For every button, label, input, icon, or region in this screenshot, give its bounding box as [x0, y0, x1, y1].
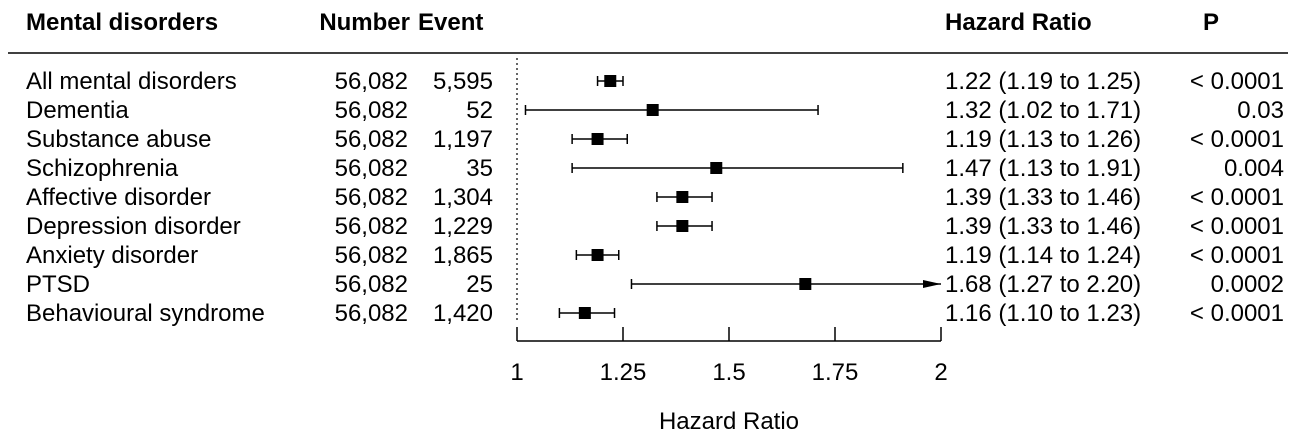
row-event: 1,197	[433, 126, 493, 153]
hazard-ratio-point	[646, 104, 659, 116]
row-number: 56,082	[335, 300, 408, 327]
row-hazard-ratio-ci: 1.16 (1.10 to 1.23)	[945, 300, 1141, 327]
row-number: 56,082	[335, 213, 408, 240]
x-tick-label: 1	[510, 359, 523, 386]
row-hazard-ratio-ci: 1.39 (1.33 to 1.46)	[945, 184, 1141, 211]
row-number: 56,082	[335, 126, 408, 153]
row-p-value: < 0.0001	[1190, 184, 1284, 211]
row-label: Depression disorder	[26, 213, 241, 240]
row-label: Anxiety disorder	[26, 242, 198, 269]
row-number: 56,082	[335, 271, 408, 298]
row-p-value: < 0.0001	[1190, 213, 1284, 240]
hazard-ratio-point	[604, 75, 617, 87]
hazard-ratio-point	[591, 249, 604, 261]
row-label: Dementia	[26, 97, 129, 124]
hazard-ratio-point	[591, 133, 604, 145]
row-event: 52	[466, 97, 493, 124]
row-p-value: 0.03	[1237, 97, 1284, 124]
ci-arrow	[923, 280, 941, 288]
row-p-value: < 0.0001	[1190, 68, 1284, 95]
header-p: P	[1203, 9, 1219, 36]
header-mental-disorders: Mental disorders	[26, 9, 218, 36]
x-axis-label: Hazard Ratio	[659, 408, 799, 435]
row-label: Schizophrenia	[26, 155, 179, 182]
row-event: 1,229	[433, 213, 493, 240]
row-hazard-ratio-ci: 1.68 (1.27 to 2.20)	[945, 271, 1141, 298]
row-event: 35	[466, 155, 493, 182]
row-number: 56,082	[335, 242, 408, 269]
row-hazard-ratio-ci: 1.19 (1.13 to 1.26)	[945, 126, 1141, 153]
row-label: Affective disorder	[26, 184, 211, 211]
hazard-ratio-point	[799, 278, 812, 290]
row-label: Behavioural syndrome	[26, 300, 265, 327]
row-label: All mental disorders	[26, 68, 237, 95]
x-axis: 1 1.25 1.5 1.75 2	[510, 327, 948, 386]
x-tick-label: 1.5	[712, 359, 745, 386]
row-p-value: < 0.0001	[1190, 242, 1284, 269]
row-event: 1,420	[433, 300, 493, 327]
row-event: 1,865	[433, 242, 493, 269]
row-p-value: 0.0002	[1211, 271, 1284, 298]
header-number: Number	[319, 9, 410, 36]
x-tick-label: 2	[934, 359, 947, 386]
row-hazard-ratio-ci: 1.19 (1.14 to 1.24)	[945, 242, 1141, 269]
row-hazard-ratio-ci: 1.47 (1.13 to 1.91)	[945, 155, 1141, 182]
row-hazard-ratio-ci: 1.32 (1.02 to 1.71)	[945, 97, 1141, 124]
x-tick-label: 1.25	[600, 359, 647, 386]
row-p-value: < 0.0001	[1190, 126, 1284, 153]
row-event: 1,304	[433, 184, 493, 211]
row-hazard-ratio-ci: 1.22 (1.19 to 1.25)	[945, 68, 1141, 95]
hazard-ratio-point	[676, 191, 689, 203]
row-event: 25	[466, 271, 493, 298]
row-event: 5,595	[433, 68, 493, 95]
row-label: PTSD	[26, 271, 90, 298]
plot-marks	[524, 75, 941, 319]
hazard-ratio-point	[578, 307, 591, 319]
row-p-value: < 0.0001	[1190, 300, 1284, 327]
x-tick-label: 1.75	[812, 359, 859, 386]
hazard-ratio-point	[676, 220, 689, 232]
row-number: 56,082	[335, 68, 408, 95]
row-number: 56,082	[335, 184, 408, 211]
header-event: Event	[418, 9, 483, 36]
row-number: 56,082	[335, 155, 408, 182]
table-rows: All mental disorders 56,082 5,595 1.22 (1.1…	[26, 68, 1284, 327]
row-number: 56,082	[335, 97, 408, 124]
row-label: Substance abuse	[26, 126, 211, 153]
header-hazard-ratio: Hazard Ratio	[945, 9, 1092, 36]
hazard-ratio-point	[710, 162, 723, 174]
row-p-value: 0.004	[1224, 155, 1284, 182]
row-hazard-ratio-ci: 1.39 (1.33 to 1.46)	[945, 213, 1141, 240]
